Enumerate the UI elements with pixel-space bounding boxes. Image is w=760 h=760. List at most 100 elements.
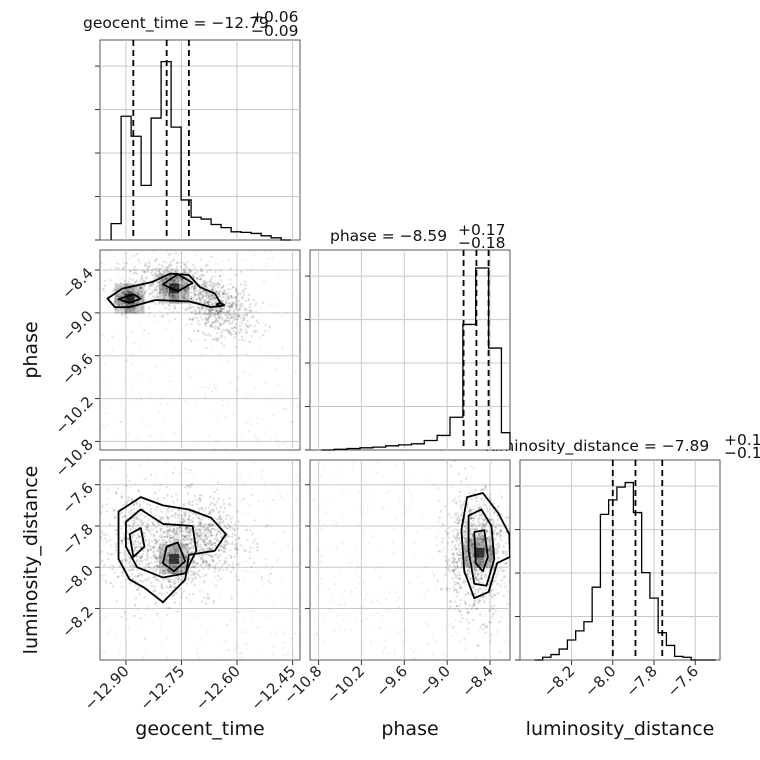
- sample-point: [341, 541, 344, 544]
- sample-point: [183, 535, 186, 538]
- sample-point: [313, 634, 316, 637]
- sample-point: [165, 530, 169, 533]
- sample-point: [229, 267, 232, 270]
- sample-point: [494, 579, 498, 582]
- sample-point: [122, 551, 126, 555]
- sample-point: [194, 512, 198, 516]
- sample-point: [245, 570, 248, 573]
- sample-point: [451, 540, 455, 543]
- sample-point: [153, 537, 156, 541]
- sample-point: [126, 475, 129, 478]
- sample-point: [158, 489, 161, 492]
- sample-point: [276, 483, 279, 487]
- sample-point: [101, 618, 104, 621]
- sample-point: [183, 518, 187, 522]
- sample-point: [229, 381, 232, 384]
- sample-point: [189, 298, 193, 301]
- sample-point: [470, 525, 474, 528]
- sample-point: [229, 305, 232, 309]
- sample-point: [111, 564, 115, 567]
- sample-point: [243, 618, 246, 622]
- sample-point: [225, 316, 229, 319]
- sample-point: [207, 542, 210, 545]
- sample-point: [247, 297, 250, 301]
- sample-point: [169, 564, 172, 567]
- sample-point: [459, 503, 462, 506]
- sample-point: [147, 565, 150, 568]
- sample-point: [262, 418, 265, 421]
- sample-point: [206, 554, 210, 557]
- sample-point: [250, 565, 253, 569]
- sample-point: [185, 266, 188, 269]
- sample-point: [162, 270, 165, 273]
- sample-point: [119, 301, 122, 304]
- sample-point: [155, 557, 158, 560]
- sample-point: [285, 408, 288, 412]
- sample-point: [185, 543, 188, 546]
- sample-point: [470, 509, 474, 512]
- sample-point: [136, 540, 140, 543]
- scatter-panel-geocent-time-vs-phase: [99, 249, 301, 451]
- sample-point: [213, 316, 217, 319]
- sample-point: [248, 340, 251, 343]
- sample-point: [166, 530, 170, 533]
- sample-point: [215, 562, 218, 565]
- sample-point: [199, 293, 203, 297]
- sample-point: [169, 268, 172, 271]
- sample-point: [486, 536, 489, 539]
- sample-point: [493, 593, 496, 597]
- sample-point: [465, 558, 468, 561]
- sample-point: [455, 604, 459, 608]
- sample-point: [205, 536, 209, 539]
- sample-point: [100, 500, 102, 503]
- sample-point: [136, 508, 139, 512]
- sample-point: [180, 541, 183, 544]
- sample-point: [152, 567, 155, 571]
- sample-point: [273, 311, 276, 315]
- sample-point: [144, 539, 148, 543]
- sample-point: [229, 313, 232, 316]
- sample-point: [474, 497, 477, 500]
- sample-point: [243, 288, 246, 291]
- sample-point: [123, 514, 127, 518]
- sample-point: [164, 513, 168, 516]
- sample-point: [125, 501, 129, 504]
- sample-point: [211, 288, 214, 291]
- sample-point: [465, 555, 468, 559]
- sample-point: [200, 313, 204, 317]
- sample-point: [158, 572, 161, 575]
- sample-point: [139, 291, 142, 294]
- sample-point: [104, 255, 107, 258]
- sample-point: [469, 475, 473, 478]
- sample-point: [190, 269, 194, 272]
- sample-point: [189, 546, 193, 550]
- sample-point: [459, 609, 462, 613]
- sample-point: [132, 521, 135, 525]
- sample-point: [138, 542, 142, 545]
- sample-point: [175, 276, 178, 279]
- sample-point: [136, 523, 140, 527]
- sample-point: [199, 296, 202, 299]
- sample-point: [205, 537, 209, 541]
- sample-point: [219, 316, 222, 319]
- sample-point: [166, 552, 169, 555]
- sample-point: [218, 567, 222, 571]
- sample-point: [459, 586, 462, 589]
- sample-point: [198, 569, 201, 572]
- sample-point: [122, 314, 125, 317]
- sample-point: [231, 413, 235, 416]
- sample-point: [379, 626, 382, 630]
- sample-point: [179, 530, 183, 533]
- sample-point: [440, 508, 443, 511]
- sample-point: [370, 643, 373, 646]
- sample-point: [182, 262, 186, 265]
- sample-point: [485, 531, 489, 534]
- sample-point: [181, 520, 184, 523]
- sample-point: [174, 296, 177, 300]
- sample-point: [157, 546, 161, 549]
- sample-point: [497, 556, 501, 559]
- sample-point: [202, 558, 205, 561]
- sample-point: [173, 295, 177, 298]
- sample-point: [458, 490, 461, 494]
- sample-point: [203, 529, 206, 532]
